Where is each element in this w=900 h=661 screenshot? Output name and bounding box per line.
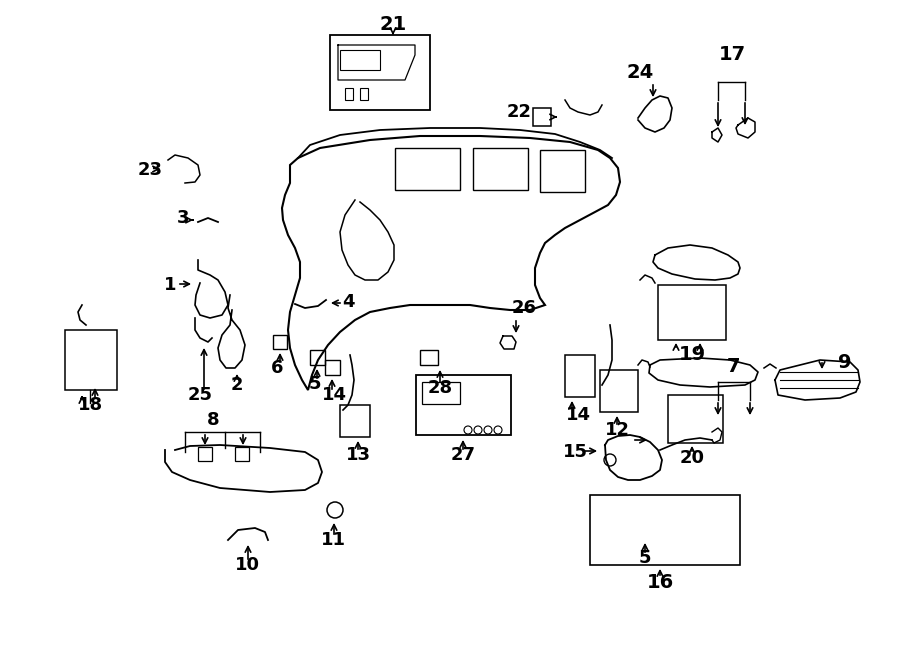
Bar — [565, 355, 595, 397]
Text: 9: 9 — [838, 352, 851, 371]
Text: 23: 23 — [138, 161, 163, 179]
Text: 11: 11 — [320, 531, 346, 549]
Text: 28: 28 — [428, 379, 453, 397]
Bar — [590, 495, 740, 565]
Text: 20: 20 — [680, 449, 705, 467]
Text: 5: 5 — [639, 549, 652, 567]
Text: 7: 7 — [726, 358, 740, 377]
Bar — [198, 447, 212, 461]
Bar — [533, 108, 551, 126]
Text: 6: 6 — [271, 359, 284, 377]
Text: 24: 24 — [626, 63, 653, 83]
Text: 12: 12 — [605, 421, 629, 439]
Bar — [273, 335, 287, 349]
Text: 13: 13 — [346, 446, 371, 464]
Bar — [420, 350, 438, 365]
Bar — [330, 35, 430, 110]
Bar — [416, 375, 511, 435]
Text: 14: 14 — [565, 406, 590, 424]
Text: 17: 17 — [718, 46, 745, 65]
Text: 16: 16 — [646, 572, 673, 592]
Text: 25: 25 — [187, 386, 212, 404]
Bar — [235, 447, 249, 461]
Bar — [340, 405, 370, 437]
Text: 10: 10 — [235, 556, 259, 574]
Text: 21: 21 — [380, 15, 407, 34]
Bar — [422, 382, 460, 404]
Text: 15: 15 — [562, 443, 588, 461]
Text: 22: 22 — [507, 103, 532, 121]
Text: 26: 26 — [511, 299, 536, 317]
Bar — [345, 88, 353, 100]
Bar — [668, 395, 723, 443]
Bar — [310, 350, 325, 365]
Text: 18: 18 — [77, 396, 103, 414]
Text: 8: 8 — [207, 411, 220, 429]
Bar — [540, 150, 585, 192]
Text: 3: 3 — [176, 209, 189, 227]
Text: 14: 14 — [321, 386, 347, 404]
Bar — [360, 88, 368, 100]
Bar — [65, 330, 117, 390]
Text: 5: 5 — [309, 375, 321, 393]
Bar — [600, 370, 638, 412]
Bar — [325, 360, 340, 375]
Text: 2: 2 — [230, 376, 243, 394]
Text: 1: 1 — [164, 276, 176, 294]
Bar — [658, 285, 726, 340]
Text: 19: 19 — [679, 346, 706, 364]
Text: 4: 4 — [342, 293, 355, 311]
Bar — [473, 148, 528, 190]
Bar — [395, 148, 460, 190]
Bar — [340, 50, 380, 70]
Text: 27: 27 — [451, 446, 475, 464]
